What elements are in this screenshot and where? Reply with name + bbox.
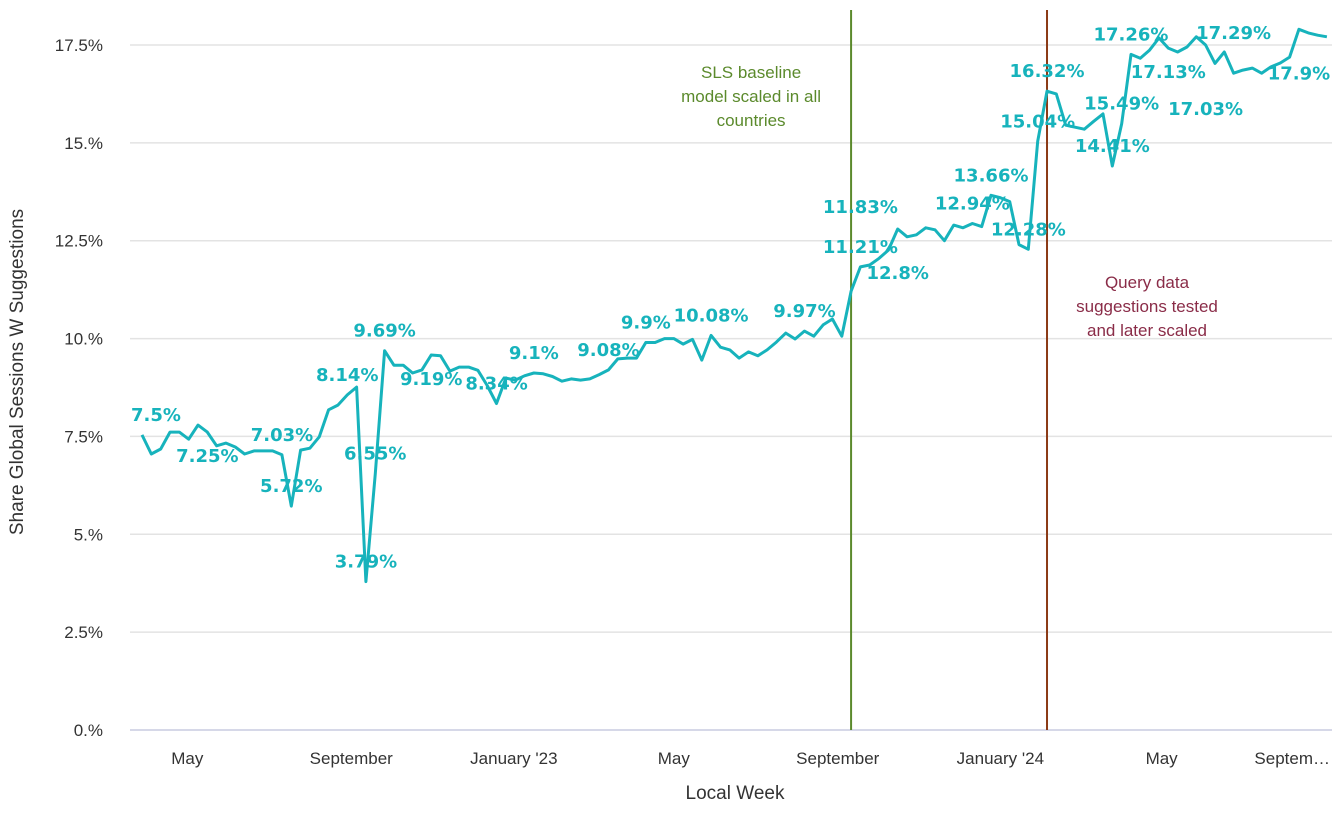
annotation-text: Query data [1105, 273, 1190, 292]
data-label: 12.28% [991, 219, 1066, 240]
annotation-text: and later scaled [1087, 321, 1207, 340]
annotations: SLS baseline model scaled in all countries… [681, 10, 1218, 730]
data-label: 14.41% [1075, 136, 1150, 157]
y-tick-label: 2.5% [64, 623, 103, 642]
x-tick-label: January '24 [957, 749, 1044, 768]
data-label: 11.21% [823, 237, 898, 258]
data-label: 7.25% [176, 446, 238, 467]
annotation-text: model scaled in all [681, 87, 821, 106]
y-tick-label: 15.% [64, 134, 103, 153]
y-tick-label: 7.5% [64, 427, 103, 446]
data-label: 9.69% [353, 321, 415, 342]
data-label: 12.8% [867, 263, 929, 284]
gridlines [130, 44, 1332, 633]
data-label: 10.08% [674, 305, 749, 326]
x-tick-label: May [658, 749, 691, 768]
data-label: 13.66% [954, 165, 1029, 186]
data-label: 16.32% [1010, 61, 1085, 82]
data-label: 8.14% [316, 365, 378, 386]
data-label: 7.5% [131, 405, 181, 426]
data-label: 9.1% [509, 343, 559, 364]
data-label: 17.29% [1196, 23, 1271, 44]
series-line [140, 27, 1328, 584]
annotation-text: suggestions tested [1076, 297, 1218, 316]
data-label: 8.34% [465, 374, 527, 395]
data-label: 5.72% [260, 476, 322, 497]
data-label: 9.19% [400, 369, 462, 390]
data-label: 11.83% [823, 197, 898, 218]
data-label: 3.79% [335, 552, 397, 573]
y-tick-label: 10.% [64, 330, 103, 349]
annotation-text: countries [717, 111, 786, 130]
x-axis-title: Local Week [686, 783, 785, 804]
y-axis-ticks: 0.% 2.5% 5.% 7.5% 10.% 12.5% 15.% 17.5% [55, 36, 103, 740]
data-label: 12.94% [935, 193, 1010, 214]
data-label: 17.03% [1168, 99, 1243, 120]
data-label: 17.13% [1131, 62, 1206, 83]
y-tick-label: 12.5% [55, 232, 103, 251]
annotation-text: SLS baseline [701, 63, 801, 82]
data-label: 9.97% [773, 301, 835, 322]
x-axis-ticks: May September January '23 May September Janua… [171, 749, 1330, 768]
x-tick-label: May [171, 749, 204, 768]
data-label: 17.26% [1093, 24, 1168, 45]
y-axis-title: Share Global Sessions W Suggestions [7, 209, 28, 535]
y-tick-label: 0.% [74, 721, 103, 740]
y-tick-label: 5.% [74, 525, 103, 544]
x-tick-label: September [310, 749, 393, 768]
y-tick-label: 17.5% [55, 36, 103, 55]
x-tick-label: Septem… [1254, 749, 1330, 768]
data-label: 17.9% [1268, 63, 1330, 84]
x-tick-label: May [1146, 749, 1179, 768]
data-label: 15.49% [1084, 94, 1159, 115]
x-tick-label: September [796, 749, 879, 768]
data-label: 9.9% [621, 312, 671, 333]
data-label: 7.03% [251, 425, 313, 446]
data-label: 9.08% [577, 340, 639, 361]
data-label: 6.55% [344, 444, 406, 465]
data-label: 15.04% [1000, 111, 1075, 132]
data-labels: 7.5% 7.25% 7.03% 5.72% 8.14% 3.79% 6.55% 9.69% 9… [131, 23, 1330, 572]
x-tick-label: January '23 [470, 749, 557, 768]
